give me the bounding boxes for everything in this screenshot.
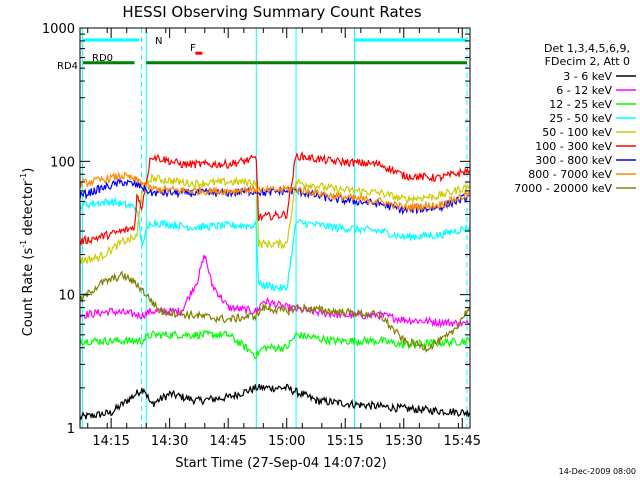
state-bar-label: RD0 (92, 53, 113, 64)
plot-frame (79, 27, 471, 429)
legend-label: 50 - 100 keV (542, 126, 612, 139)
legend-label: 7000 - 20000 keV (514, 182, 612, 195)
state-bar-label: N (155, 36, 162, 47)
x-tick-label: 14:15 (92, 434, 129, 449)
legend-label: 800 - 7000 keV (528, 168, 612, 181)
state-bar-label: F (190, 43, 196, 54)
svg-text:Count Rate (s-1 detector-1): Count Rate (s-1 detector-1) (19, 168, 36, 337)
x-tick-label: 15:30 (385, 434, 422, 449)
series-line (80, 170, 470, 212)
data-series (80, 150, 470, 421)
state-bars: N F RD0 RD4 (57, 36, 467, 72)
series-line (80, 383, 470, 421)
series-line (80, 150, 470, 246)
series-line (80, 270, 470, 354)
x-tick-label: 15:00 (268, 434, 305, 449)
series-line (80, 173, 470, 266)
legend-header-line: FDecim 2, Att 0 (545, 55, 630, 68)
y-tick-label: 10 (58, 289, 75, 304)
legend-header: Det 1,3,4,5,6,9,FDecim 2, Att 0 (544, 42, 630, 68)
series-line (80, 196, 470, 293)
legend-label: 3 - 6 keV (563, 70, 612, 83)
y-tick-label: 1000 (42, 22, 75, 37)
x-tick-label: 15:15 (326, 434, 363, 449)
x-axis-label: Start Time (27-Sep-04 14:07:02) (175, 456, 386, 471)
y-tick-label: 100 (50, 155, 75, 170)
y-tick-label: 1 (67, 422, 75, 437)
legend-label: 6 - 12 keV (556, 84, 612, 97)
legend-label: 300 - 800 keV (535, 154, 612, 167)
x-tick-label: 14:45 (209, 434, 246, 449)
chart-title: HESSI Observing Summary Count Rates (122, 3, 421, 21)
legend-label: 12 - 25 keV (549, 98, 612, 111)
legend-label: 100 - 300 keV (535, 140, 612, 153)
timestamp-label: 14-Dec-2009 08:00 (559, 467, 636, 476)
x-tick-label: 14:30 (151, 434, 188, 449)
y-axis-label: Count Rate (s-1 detector-1) (19, 168, 36, 337)
x-tick-label: 15:45 (444, 434, 481, 449)
legend-label: 25 - 50 keV (549, 112, 612, 125)
series-line (80, 254, 470, 329)
plot-axes: 1 10 100 1000 14:15 14:30 14:45 15:00 15:15 15:30… (42, 22, 481, 449)
state-bar-label: RD4 (57, 61, 78, 72)
legend-header-line: Det 1,3,4,5,6,9, (544, 42, 630, 55)
series-line (80, 329, 470, 360)
